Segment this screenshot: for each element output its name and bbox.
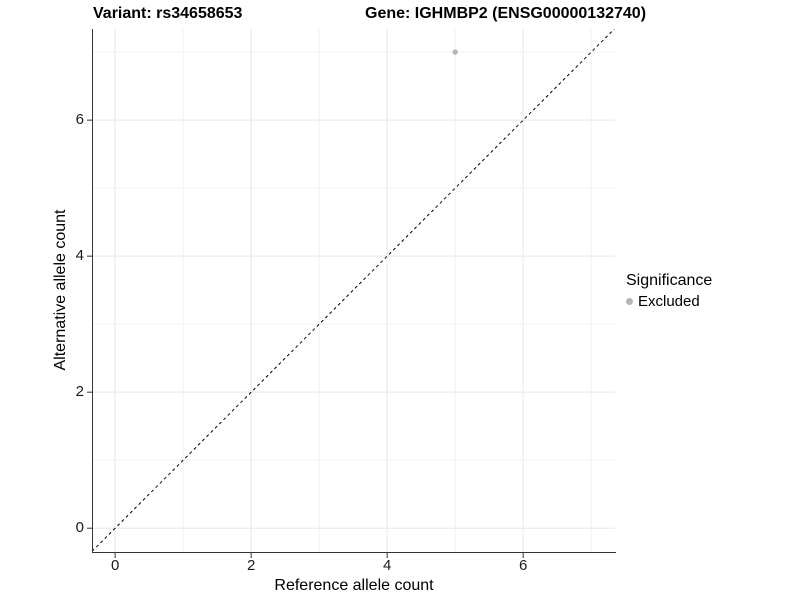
identity-reference-line [91, 29, 615, 552]
x-axis-title: Reference allele count [274, 577, 434, 594]
x-tick-label: 6 [519, 557, 528, 574]
data-point [452, 49, 458, 55]
legend-item-excluded: Excluded [626, 293, 712, 310]
legend-title: Significance [626, 272, 713, 289]
plot-title-variant: Variant: rs34658653 [93, 5, 243, 22]
x-tick-label: 4 [382, 557, 392, 574]
y-tick-label: 4 [75, 247, 84, 265]
y-tick-label: 6 [75, 111, 84, 129]
y-tick-label: 2 [75, 383, 84, 401]
y-tick-label: 0 [75, 519, 84, 537]
plot-title-gene: Gene: IGHMBP2 (ENSG00000132740) [365, 5, 647, 22]
x-tick-label: 2 [246, 557, 256, 574]
y-axis-title: Alternative allele count [52, 209, 69, 371]
plot-panel [87, 29, 616, 558]
legend: Significance Excluded [626, 272, 712, 310]
excluded-point-icon [626, 298, 633, 305]
x-tick-label: 0 [110, 557, 120, 574]
legend-item-label: Excluded [638, 293, 700, 310]
